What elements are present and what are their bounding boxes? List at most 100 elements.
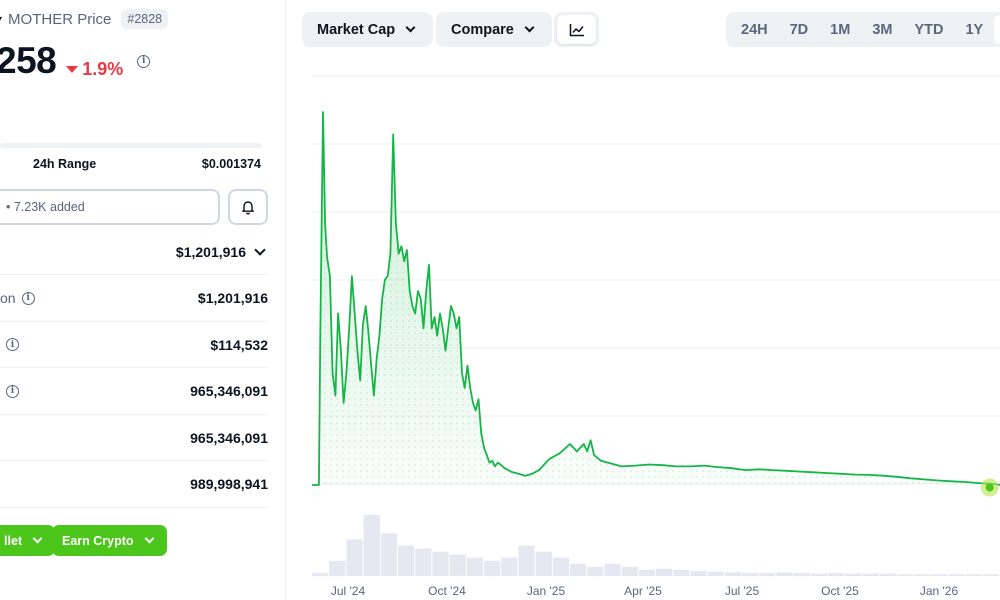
info-icon[interactable]: i [137,54,151,68]
volume-bar [587,566,604,577]
stat-value: 965,346,091 [190,383,268,399]
volume-bar [432,551,449,576]
rank-badge: #2828 [121,9,169,29]
watchlist-count: • 7.23K added [6,200,85,214]
volume-bar [484,560,501,577]
stat-value-text: $114,532 [210,336,268,353]
bell-icon [242,201,254,215]
range-label: 24h Range [33,157,97,171]
chart-area-dots [312,112,1000,485]
earn-crypto-button[interactable]: Earn Crypto [52,525,167,556]
x-tick-label: Oct '24 [428,584,466,598]
wallet-button-label: llet [4,533,23,548]
stat-value-text: $1,201,916 [197,290,268,306]
range-high-value: $0.001374 [201,157,261,171]
volume-bar [449,554,466,576]
x-tick-label: Jan '25 [527,584,566,598]
volume-bar [415,548,432,576]
volume-bar [690,571,707,576]
volume-bar [656,568,673,576]
volume-bar [879,573,896,576]
stat-row: 965,346,091 [0,415,268,461]
coin-name-label: MOTHER Price [8,10,112,28]
range-bar [0,143,262,148]
x-tick-label: Jul '24 [331,584,366,598]
volume-bar [312,573,329,577]
price-alert-button[interactable] [228,189,268,225]
watchlist-button[interactable]: • 7.23K added [0,189,220,225]
volume-bar [896,574,913,576]
volume-bar [759,573,776,577]
volume-bar [363,515,380,576]
volume-bar [380,533,397,576]
stat-row: on i $1,201,916 [0,276,268,322]
volume-bar [621,566,638,577]
stat-row: i $114,532 [0,322,268,368]
price-change: 1.9% [66,59,123,80]
info-icon[interactable]: i [21,291,35,305]
tab-range-3m[interactable]: 3M [872,21,893,38]
chevron-down-icon [254,243,266,256]
tab-range-m[interactable]: M [994,15,1000,44]
volume-bar [914,574,931,576]
volume-bar [518,545,535,576]
stat-value-text: $1,201,916 [175,243,246,260]
triangle-down-icon [66,66,79,73]
stat-value-text: 965,346,091 [190,383,268,399]
stat-row: i 965,346,091 [0,369,268,415]
coin-title: ▾ MOTHER Price #2828 [0,9,169,29]
x-tick-label: Apr '25 [624,584,662,598]
stat-label: i [0,338,19,351]
volume-bar [329,560,346,577]
volume-bar [982,574,999,576]
stat-label-text: on [0,290,16,306]
coin-price: 258 [0,40,57,81]
volume-bar [466,557,483,576]
stat-value: 965,346,091 [190,430,268,446]
stat-value: $1,201,916 [176,244,268,260]
tab-range-24h[interactable]: 24H [741,21,768,38]
x-tick-label: Jul '25 [725,584,760,598]
market-cap-dropdown[interactable]: Market Cap [302,12,434,47]
info-icon[interactable]: i [6,338,19,351]
tab-range-1m[interactable]: 1M [830,21,851,38]
x-tick-label: Oct '25 [821,584,859,598]
price-row: 258 1.9% i [0,40,151,82]
market-cap-chart[interactable]: Jul '24 Oct '24 Jan '25 Apr '25 Jul '25 Oct '… [286,60,1000,600]
chart-type-toggle [554,12,599,47]
tab-range-1y[interactable]: 1Y [965,21,984,38]
volume-bar [828,573,845,577]
volume-bar [793,573,810,577]
volume-bar [570,563,587,576]
stat-value-text: 989,998,941 [190,476,268,492]
line-chart-button[interactable] [557,15,596,44]
coin-overview-panel: ▾ MOTHER Price #2828 258 1.9% i 24h Rang… [0,0,286,600]
time-range-tabs: 24H 7D 1M 3M YTD 1Y M [726,12,1000,47]
volume-bar [742,573,759,577]
stat-value: 989,998,941 [190,476,268,492]
compare-label: Compare [451,21,514,38]
x-tick-label: Jan '26 [920,584,959,598]
volume-bar [724,572,741,576]
stat-row[interactable]: $1,201,916 [0,229,268,275]
volume-bar [604,563,621,576]
volume-bar [707,571,724,576]
market-cap-label: Market Cap [317,21,396,38]
market-cap-line [312,111,1000,486]
tab-range-ytd[interactable]: YTD [914,21,944,38]
compare-dropdown[interactable]: Compare [436,12,552,47]
info-icon[interactable]: i [6,384,19,398]
chevron-down-icon [32,533,43,544]
volume-bar [346,539,363,576]
tab-range-7d[interactable]: 7D [789,21,809,38]
earn-crypto-label: Earn Crypto [62,533,134,548]
price-change-value: 1.9% [82,59,124,79]
current-point-marker [985,483,994,492]
volume-bar [673,569,690,576]
volume-bar [862,573,879,576]
volume-bar [845,573,862,576]
stat-row: 989,998,941 [0,462,268,508]
chevron-down-icon [144,533,154,544]
wallet-button[interactable]: llet [0,525,56,556]
volume-bar [810,573,827,576]
